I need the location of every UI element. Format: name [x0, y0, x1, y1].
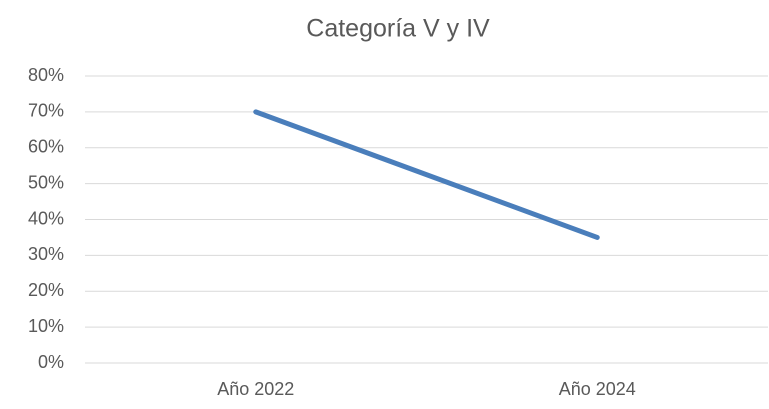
line: [253, 109, 600, 240]
y-tick-label: 80%: [28, 65, 64, 85]
y-tick-label: 30%: [28, 244, 64, 264]
y-tick-label: 10%: [28, 316, 64, 336]
x-tick-label: Año 2024: [559, 379, 636, 399]
y-tick-label: 20%: [28, 280, 64, 300]
y-tick-label: 0%: [38, 352, 64, 372]
x-tick-label: Año 2022: [217, 379, 294, 399]
y-tick-label: 60%: [28, 137, 64, 157]
y-tick-label: 50%: [28, 172, 64, 192]
y-tick-label: 40%: [28, 208, 64, 228]
y-tick-label: 70%: [28, 101, 64, 121]
chart-title: Categoría V y IV: [306, 15, 490, 43]
